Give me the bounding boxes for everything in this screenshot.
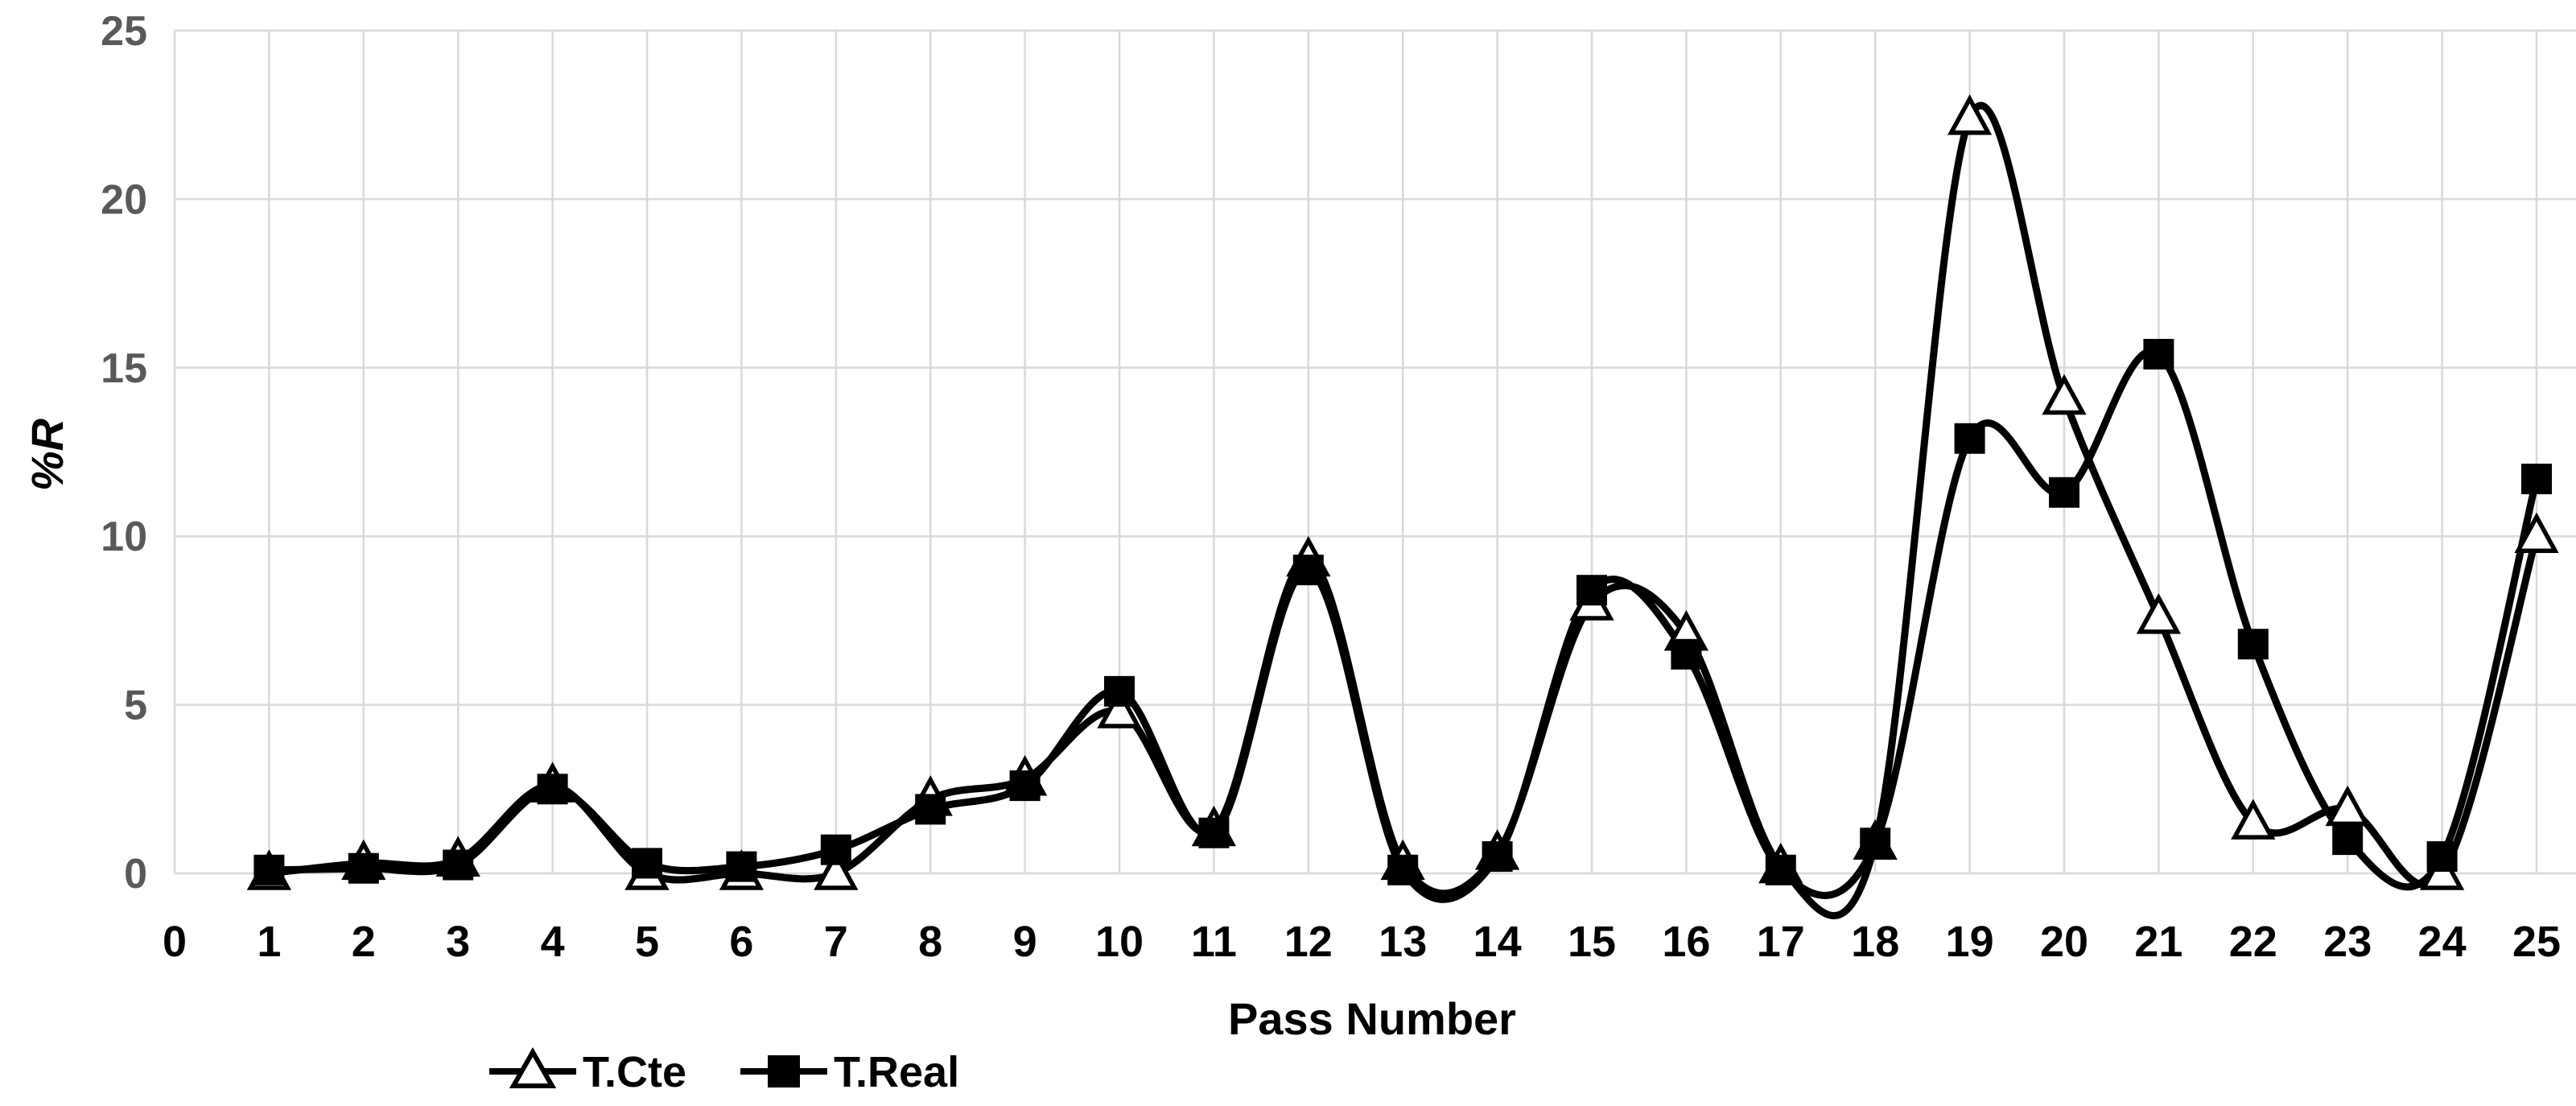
x-tick-label: 6 bbox=[729, 918, 753, 966]
y-tick-label: 15 bbox=[101, 345, 147, 392]
marker-triangle-p25 bbox=[2514, 512, 2559, 553]
x-tick-label: 16 bbox=[1662, 918, 1710, 966]
marker-square-p20 bbox=[2049, 477, 2079, 508]
y-axis-tick-labels: 0 5 10 15 20 25 bbox=[101, 8, 147, 898]
marker-square-p3 bbox=[443, 849, 474, 881]
y-axis-title: %R bbox=[22, 418, 72, 491]
marker-square-p19 bbox=[1954, 423, 1985, 454]
marker-square-p12 bbox=[1292, 555, 1324, 586]
legend-item-t-cte: T.Cte bbox=[489, 1046, 686, 1096]
marker-square-p6 bbox=[726, 851, 757, 882]
x-tick-label: 12 bbox=[1284, 918, 1333, 966]
legend: T.Cte T.Real bbox=[489, 1046, 959, 1096]
marker-triangle-p22 bbox=[2231, 799, 2276, 840]
x-tick-label: 18 bbox=[1851, 918, 1899, 966]
x-tick-label: 10 bbox=[1095, 918, 1144, 966]
marker-square-p22 bbox=[2237, 629, 2269, 660]
x-tick-label: 25 bbox=[2512, 918, 2561, 966]
marker-triangle-p7 bbox=[814, 849, 859, 890]
x-axis-title: Pass Number bbox=[1228, 993, 1516, 1044]
marker-triangle-p21 bbox=[2136, 592, 2182, 634]
series-markers bbox=[246, 94, 2559, 890]
marker-square-p10 bbox=[1104, 675, 1135, 707]
x-tick-label: 21 bbox=[2134, 918, 2182, 966]
marker-square-p23 bbox=[2332, 824, 2364, 856]
marker-square-p14 bbox=[1482, 841, 1513, 873]
x-tick-label: 9 bbox=[1013, 918, 1037, 966]
marker-square-p18 bbox=[1860, 827, 1891, 859]
y-tick-label: 0 bbox=[124, 851, 147, 898]
x-tick-label: 24 bbox=[2418, 918, 2467, 966]
x-tick-label: 20 bbox=[2040, 918, 2088, 966]
marker-square-p17 bbox=[1765, 854, 1796, 885]
x-tick-label: 14 bbox=[1473, 918, 1522, 966]
marker-square-p11 bbox=[1198, 817, 1230, 848]
marker-triangle-p20 bbox=[2042, 373, 2087, 415]
marker-square-p16 bbox=[1671, 638, 1702, 670]
x-tick-label: 17 bbox=[1757, 918, 1805, 966]
x-tick-label: 0 bbox=[163, 918, 187, 966]
x-tick-label: 2 bbox=[352, 918, 376, 966]
marker-square-p2 bbox=[348, 852, 379, 884]
y-tick-label: 25 bbox=[101, 8, 147, 55]
marker-square-p5 bbox=[632, 848, 662, 879]
marker-square-p4 bbox=[537, 774, 568, 805]
square-filled-icon bbox=[768, 1055, 800, 1087]
x-tick-label: 8 bbox=[918, 918, 942, 966]
y-tick-label: 5 bbox=[124, 683, 147, 729]
x-tick-label: 5 bbox=[635, 918, 659, 966]
marker-square-p15 bbox=[1577, 575, 1607, 606]
x-tick-label: 19 bbox=[1946, 918, 1994, 966]
gridlines bbox=[173, 29, 2576, 875]
marker-square-p24 bbox=[2426, 841, 2458, 873]
legend-item-t-real: T.Real bbox=[740, 1048, 959, 1096]
x-tick-label: 7 bbox=[824, 918, 848, 966]
y-tick-label: 10 bbox=[101, 514, 147, 560]
x-tick-label: 11 bbox=[1191, 918, 1237, 966]
marker-square-p25 bbox=[2521, 464, 2552, 495]
triangle-open-icon bbox=[509, 1046, 557, 1088]
marker-square-p9 bbox=[1009, 770, 1041, 802]
marker-square-p7 bbox=[820, 834, 851, 865]
legend-label-t-real: T.Real bbox=[834, 1048, 959, 1096]
marker-square-p13 bbox=[1387, 854, 1419, 885]
x-tick-label: 1 bbox=[257, 918, 281, 966]
x-tick-label: 15 bbox=[1568, 918, 1616, 966]
marker-square-p1 bbox=[253, 854, 285, 885]
x-tick-label: 13 bbox=[1379, 918, 1427, 966]
x-tick-label: 23 bbox=[2323, 918, 2372, 966]
x-tick-label: 22 bbox=[2229, 918, 2277, 966]
marker-square-p8 bbox=[915, 794, 946, 825]
x-axis-tick-labels: 0 1 2 3 4 5 6 7 8 9 10 11 12 13 14 15 16 17 18 19 20 21 22 23 24… bbox=[163, 918, 2561, 966]
marker-triangle-p19 bbox=[1947, 94, 1993, 135]
x-tick-label: 4 bbox=[541, 918, 565, 966]
marker-triangle-p23 bbox=[2325, 785, 2370, 827]
marker-triangle-p10 bbox=[1097, 687, 1142, 728]
x-tick-label: 3 bbox=[446, 918, 470, 966]
legend-label-t-cte: T.Cte bbox=[583, 1048, 686, 1096]
y-tick-label: 20 bbox=[101, 176, 147, 223]
marker-square-p21 bbox=[2143, 339, 2174, 370]
